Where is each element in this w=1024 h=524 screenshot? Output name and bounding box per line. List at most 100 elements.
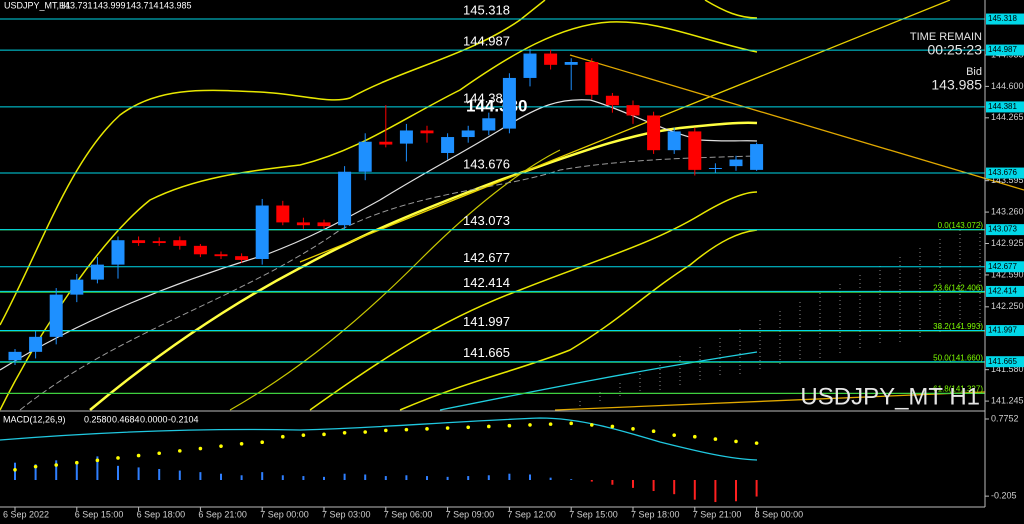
macd-signal-dot	[384, 428, 388, 433]
symbol: USDJPY_MT,H1	[4, 0, 71, 10]
macd-histogram-bar	[158, 468, 161, 481]
macd-histogram-bar	[302, 476, 305, 481]
candle-body	[667, 131, 681, 151]
macd-signal-dot	[13, 467, 17, 472]
price-label: 144.380	[466, 97, 527, 116]
macd-signal-dot	[528, 423, 532, 427]
macd-histogram-bar	[714, 480, 717, 503]
x-tick-label: 7 Sep 00:00	[260, 509, 309, 519]
macd-histogram-bar	[426, 476, 428, 481]
candle-body	[399, 130, 413, 144]
macd-signal-dot	[322, 432, 326, 437]
candle-body	[70, 279, 84, 295]
macd-histogram-bar	[673, 480, 676, 495]
bollinger-inner-upper	[0, 21, 758, 411]
macd-histogram-bar	[735, 480, 737, 502]
macd-signal-dot	[239, 441, 244, 446]
macd-reading: 0.4684	[112, 414, 140, 424]
level-tag-label: 145.318	[988, 14, 1017, 23]
level-label: 144.987	[463, 34, 510, 49]
level-label: 143.676	[463, 156, 510, 171]
macd-signal-dot	[178, 449, 182, 453]
bollinger-outer-lower	[399, 229, 758, 411]
bid: 143.985	[931, 77, 982, 93]
moving-average	[0, 99, 758, 371]
level-tag-label: 143.073	[988, 225, 1017, 234]
macd-signal-dot	[33, 464, 38, 469]
y-tick-label: 141.245	[991, 395, 1024, 405]
macd-title: MACD(12,26,9)	[3, 414, 66, 424]
macd-histogram-bar	[178, 470, 181, 481]
cyan-line	[439, 351, 758, 411]
macd-signal-dot	[487, 424, 491, 429]
macd-signal-dot	[651, 429, 656, 434]
y-tick-label: 143.595	[991, 175, 1024, 185]
y-tick-label: 141.580	[991, 364, 1024, 374]
macd-histogram-bar	[34, 464, 37, 481]
fib-label: 50.0(141.660)	[933, 353, 983, 362]
x-tick-label: 8 Sep 00:00	[755, 509, 804, 519]
candle-body	[29, 336, 43, 352]
macd-reading: 0.2580	[84, 414, 112, 424]
level-tag	[986, 261, 1024, 273]
x-tick-label: 7 Sep 18:00	[631, 509, 680, 519]
level-label: 144.381	[463, 90, 510, 105]
macd-signal-dot	[75, 460, 79, 465]
macd-histogram-bar	[446, 476, 449, 481]
candle-body	[358, 141, 372, 172]
y-tick-label: 142.250	[991, 301, 1024, 311]
candle-body	[647, 115, 661, 151]
macd-signal-dot	[54, 463, 58, 467]
time-remain: 00:25:23	[928, 42, 983, 58]
macd-histogram-bar	[199, 472, 202, 481]
ohlc-high: 143.999	[93, 0, 126, 10]
candle-body	[482, 118, 496, 131]
macd-histogram-bar	[343, 473, 346, 481]
level-label: 141.997	[463, 314, 510, 329]
x-tick-label: 6 Sep 15:00	[75, 509, 124, 519]
macd-histogram-bar	[405, 475, 408, 481]
level-label: 142.414	[463, 275, 510, 290]
candle-body	[49, 294, 63, 337]
y-tick-label: 144.265	[991, 112, 1024, 122]
macd-histogram-bar	[529, 474, 531, 481]
bollinger-inner-lower	[309, 191, 758, 411]
candle-body	[585, 62, 599, 95]
macd-signal-dot	[507, 423, 512, 428]
level-tag-label: 144.381	[988, 102, 1017, 111]
macd-signal-dot	[425, 427, 429, 431]
x-tick-label: 6 Sep 21:00	[198, 509, 247, 519]
macd-signal-dot	[157, 451, 161, 456]
bollinger-far-lower	[229, 149, 561, 411]
candle-body	[317, 222, 331, 227]
level-tag-label: 141.665	[988, 357, 1017, 366]
level-tag	[986, 285, 1024, 297]
level-tag	[986, 356, 1024, 368]
macd-histogram-bar	[755, 480, 758, 497]
macd-histogram-bar	[611, 480, 614, 485]
level-tag-label: 142.677	[988, 262, 1017, 271]
candle-body	[193, 245, 207, 255]
y-tick-label: 144.600	[991, 81, 1024, 91]
macd-histogram-bar	[220, 473, 222, 481]
macd-histogram-bar	[549, 477, 552, 481]
fib-label: 0.0(143.072)	[938, 221, 984, 230]
macd-histogram-bar	[323, 476, 325, 481]
candle-body	[8, 351, 22, 361]
level-label: 143.073	[463, 213, 510, 228]
fib-label: 23.6(142.406)	[933, 283, 983, 292]
x-tick-label: 7 Sep 15:00	[569, 509, 618, 519]
macd-signal-dot	[631, 427, 635, 431]
macd-signal-dot	[404, 427, 409, 432]
macd-y-tick-label: -0.205	[991, 491, 1017, 501]
trend-line	[299, 0, 951, 263]
macd-signal-dot	[198, 446, 203, 451]
x-tick-label: 7 Sep 09:00	[446, 509, 495, 519]
macd-histogram-bar	[137, 467, 140, 481]
macd-signal-dot	[569, 421, 573, 426]
macd-histogram-bar	[467, 476, 470, 481]
y-tick-label: 142.590	[991, 269, 1024, 279]
macd-signal-dot	[260, 440, 265, 445]
macd-signal-dot	[466, 425, 471, 430]
